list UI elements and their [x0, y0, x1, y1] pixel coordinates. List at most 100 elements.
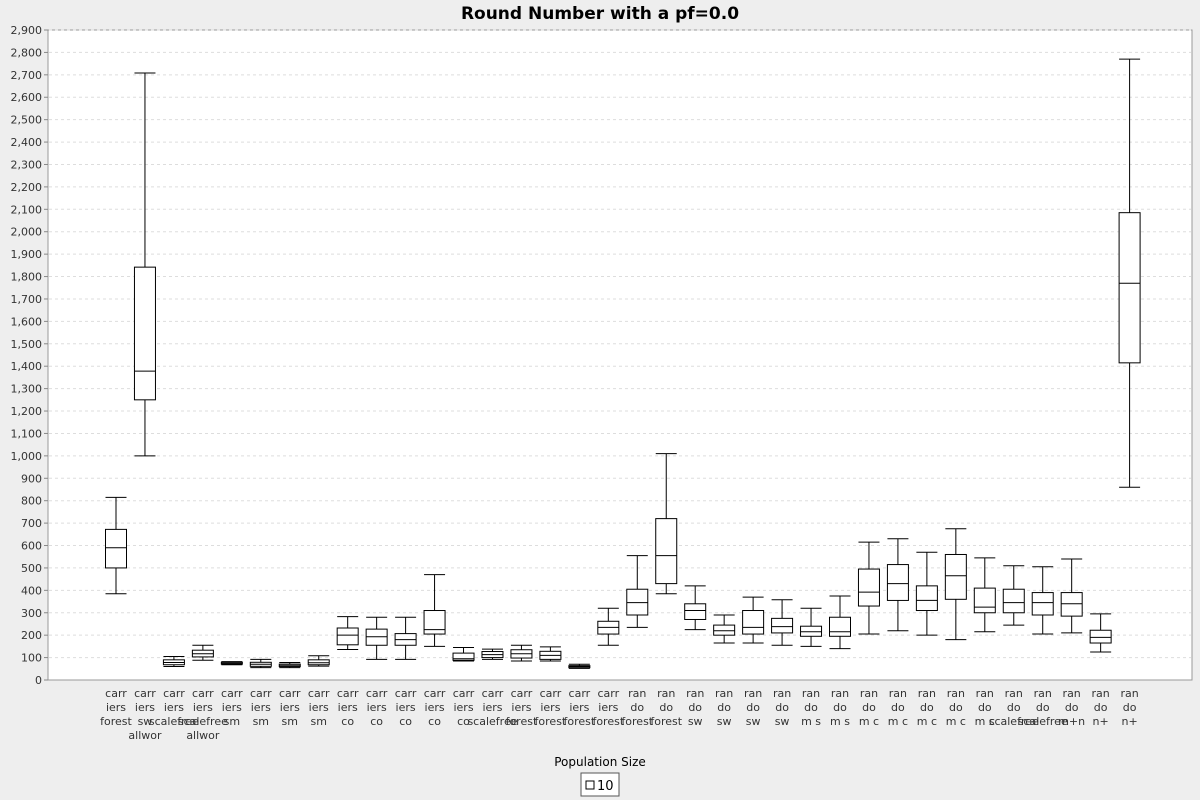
box-plot-item: [1031, 566, 1054, 635]
x-category-label-line: m s: [830, 715, 850, 728]
iqr-box: [800, 625, 823, 637]
x-category-label-line: carr: [134, 687, 156, 700]
iqr-box: [1002, 588, 1025, 614]
x-category-label-line: sw: [746, 715, 761, 728]
x-category-label-line: ran: [1034, 687, 1052, 700]
x-category-label-line: iers: [453, 701, 473, 714]
y-tick-label: 2,100: [11, 203, 43, 216]
x-category-label-line: do: [659, 701, 673, 714]
x-category-label-line: co: [370, 715, 383, 728]
iqr-box: [336, 627, 359, 646]
box-plot-item: [742, 596, 765, 644]
y-tick-label: 2,500: [11, 114, 43, 127]
x-category-label-line: ran: [802, 687, 820, 700]
gridlines: [49, 29, 1191, 659]
chart-title: Round Number with a pf=0.0: [461, 4, 739, 24]
x-category-label-line: do: [746, 701, 760, 714]
plot-area: [47, 29, 1193, 681]
y-tick-label: 2,800: [11, 46, 43, 59]
x-category-label-line: n+: [1093, 715, 1109, 728]
iqr-box: [105, 528, 127, 569]
iqr-box: [829, 616, 851, 637]
x-category-label-line: iers: [540, 701, 560, 714]
x-category-label-line: carr: [482, 687, 504, 700]
y-tick-label: 2,700: [11, 69, 43, 82]
x-category-label-line: ran: [657, 687, 675, 700]
x-category-label-line: ran: [976, 687, 994, 700]
box-plot-item: [944, 528, 967, 641]
box-plot-item: [539, 646, 562, 662]
y-tick-label: 400: [21, 584, 42, 597]
x-category-label-line: m c: [917, 715, 937, 728]
x-category-label-line: m c: [975, 715, 995, 728]
x-category-label-line: iers: [367, 701, 387, 714]
x-category-label-line: scalefree: [989, 715, 1039, 728]
box-plot-item: [655, 453, 678, 595]
x-category-label-line: forest: [621, 715, 653, 728]
legend-frame: [580, 772, 620, 797]
x-category-label-line: m c: [946, 715, 966, 728]
y-tick-label: 1,200: [11, 405, 43, 418]
box-plot-item: [829, 595, 851, 650]
box-plot-item: [684, 585, 707, 631]
x-category-label-line: iers: [164, 701, 184, 714]
x-category-label-line: ran: [1092, 687, 1110, 700]
x-category-label-line: ran: [860, 687, 878, 700]
x-category-label-line: carr: [192, 687, 214, 700]
y-tick-label: 2,200: [11, 181, 43, 194]
x-category-label-line: carr: [395, 687, 417, 700]
y-tick-label: 100: [21, 652, 42, 665]
x-category-label-line: carr: [366, 687, 388, 700]
y-tick-label: 1,900: [11, 248, 43, 261]
x-category-label-line: ran: [947, 687, 965, 700]
box-plot-item: [771, 599, 794, 646]
x-category-label-line: carr: [279, 687, 301, 700]
x-category-label-line: carr: [540, 687, 562, 700]
x-category-label-line: do: [775, 701, 789, 714]
y-tick-label: 300: [21, 607, 42, 620]
box-plot-item: [336, 616, 359, 651]
y-tick-label: 2,400: [11, 136, 43, 149]
x-category-label-line: m s: [801, 715, 821, 728]
box-plot-item: [162, 655, 185, 668]
box-plot-item: [886, 538, 909, 632]
legend-swatch: [585, 780, 595, 790]
x-category-label-line: co: [399, 715, 412, 728]
x-category-label-line: forest: [535, 715, 567, 728]
x-category-label-line: ran: [715, 687, 733, 700]
x-category-label-line: scalefree: [1018, 715, 1068, 728]
x-category-label-line: iers: [338, 701, 358, 714]
y-tick-label: 0: [35, 674, 42, 687]
box-plot-item: [713, 614, 736, 644]
iqr-box: [133, 266, 156, 401]
iqr-box: [626, 588, 649, 616]
x-axis-title: Population Size: [554, 755, 646, 769]
iqr-box: [944, 553, 967, 600]
x-category-label-line: iers: [425, 701, 445, 714]
x-category-label-line: do: [1007, 701, 1021, 714]
x-category-label-line: co: [341, 715, 354, 728]
x-axis-category-labels: carriersforestcarriersswallworcarrierssc…: [100, 687, 1139, 742]
x-category-label-line: do: [804, 701, 818, 714]
x-category-label-line: iers: [280, 701, 300, 714]
x-category-label-line: sw: [717, 715, 732, 728]
x-category-label-line: do: [1036, 701, 1050, 714]
